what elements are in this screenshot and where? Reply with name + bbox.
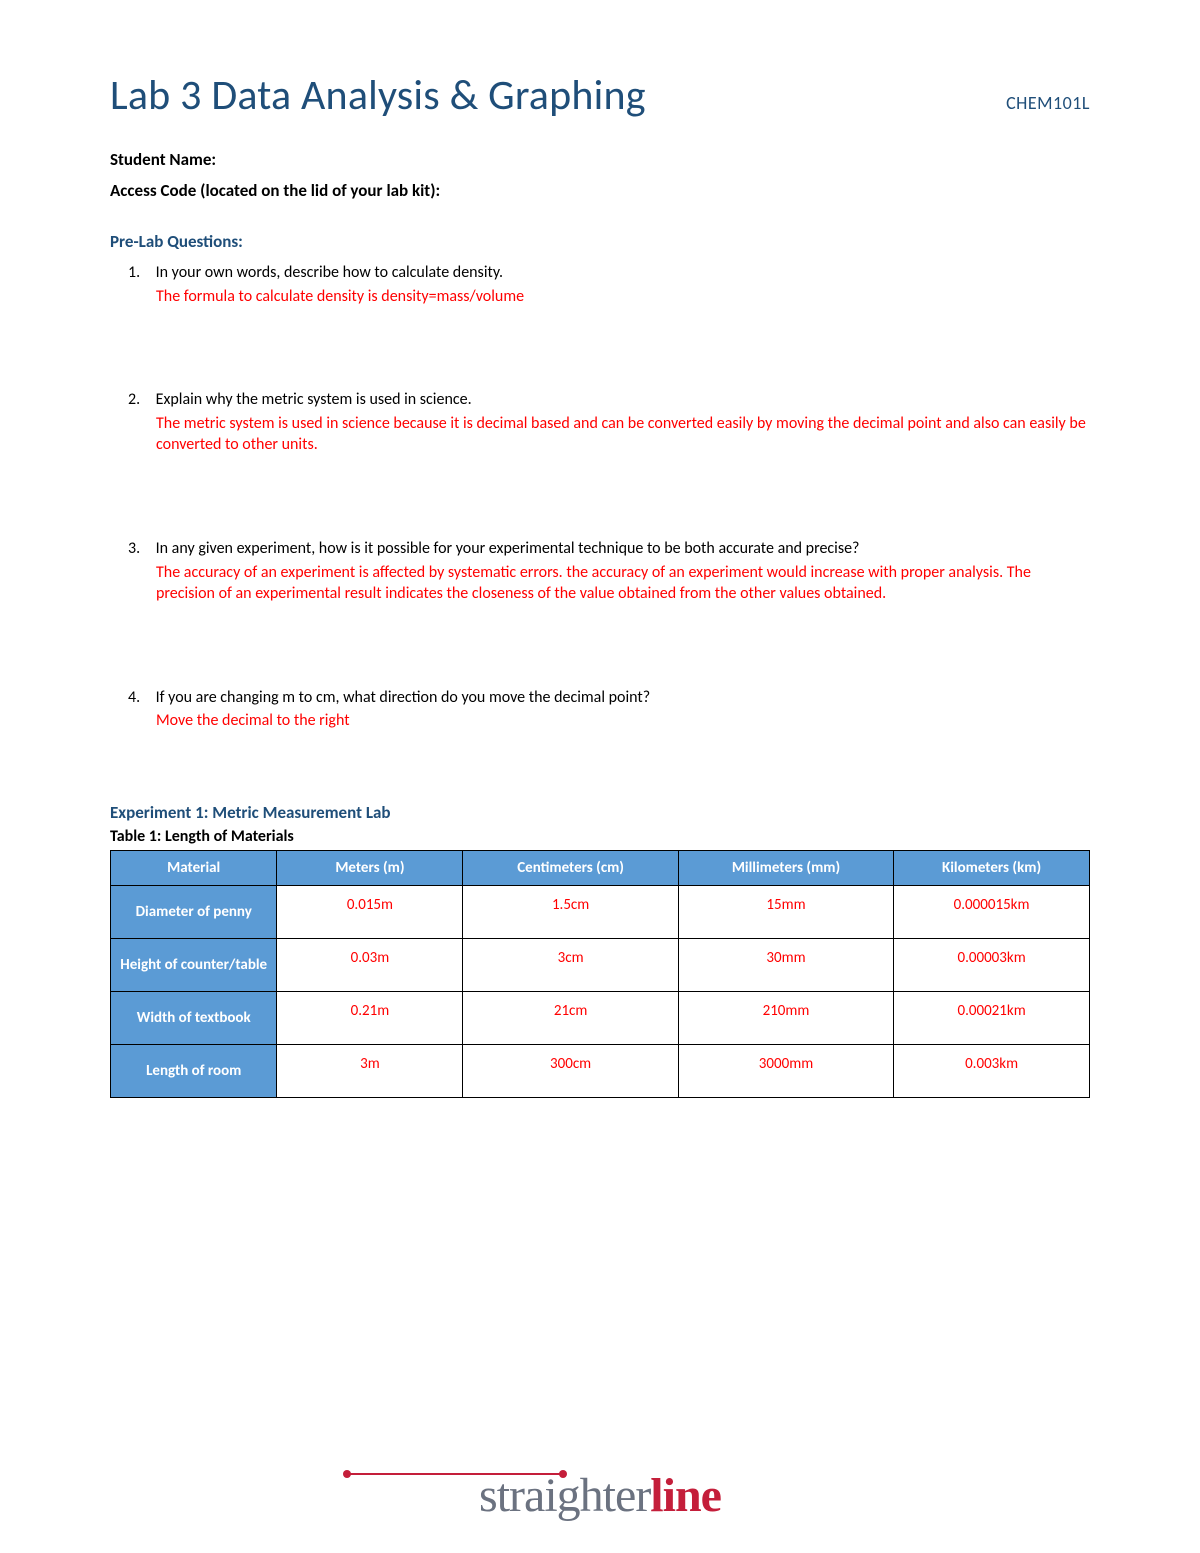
col-kilometers: Kilometers (km) — [894, 850, 1090, 885]
table-caption: Table 1: Length of Materials — [110, 827, 1090, 846]
logo-accent: line — [650, 1469, 721, 1522]
table-header-row: Material Meters (m) Centimeters (cm) Mil… — [111, 850, 1090, 885]
experiment-heading: Experiment 1: Metric Measurement Lab — [110, 802, 1090, 823]
q-answer: Move the decimal to the right — [156, 710, 1090, 732]
col-meters: Meters (m) — [277, 850, 463, 885]
row-head: Height of counter/table — [111, 938, 277, 991]
row-head: Length of room — [111, 1044, 277, 1097]
q-text: In any given experiment, how is it possi… — [156, 539, 860, 558]
q-text: If you are changing m to cm, what direct… — [156, 688, 651, 707]
footer-logo: straighterline — [0, 1468, 1200, 1523]
cell-mm: 15mm — [678, 885, 893, 938]
cell-km: 0.00021km — [894, 991, 1090, 1044]
col-centimeters: Centimeters (cm) — [463, 850, 678, 885]
question-2: 2. Explain why the metric system is used… — [156, 389, 1090, 456]
length-table: Material Meters (m) Centimeters (cm) Mil… — [110, 850, 1090, 1098]
logo-text: straighterline — [479, 1468, 721, 1523]
cell-m: 0.03m — [277, 938, 463, 991]
col-millimeters: Millimeters (mm) — [678, 850, 893, 885]
col-material: Material — [111, 850, 277, 885]
cell-cm: 300cm — [463, 1044, 678, 1097]
cell-km: 0.003km — [894, 1044, 1090, 1097]
row-head: Diameter of penny — [111, 885, 277, 938]
question-1: 1. In your own words, describe how to ca… — [156, 262, 1090, 307]
q-number: 2. — [128, 389, 152, 411]
cell-cm: 21cm — [463, 991, 678, 1044]
table-row: Width of textbook 0.21m 21cm 210mm 0.000… — [111, 991, 1090, 1044]
row-head: Width of textbook — [111, 991, 277, 1044]
cell-m: 0.015m — [277, 885, 463, 938]
q-answer: The formula to calculate density is dens… — [156, 286, 1090, 308]
page-title: Lab 3 Data Analysis & Graphing — [110, 70, 646, 121]
cell-m: 3m — [277, 1044, 463, 1097]
table-row: Diameter of penny 0.015m 1.5cm 15mm 0.00… — [111, 885, 1090, 938]
cell-mm: 30mm — [678, 938, 893, 991]
q-text: In your own words, describe how to calcu… — [156, 263, 503, 282]
page: Lab 3 Data Analysis & Graphing CHEM101L … — [0, 0, 1200, 1553]
question-4: 4. If you are changing m to cm, what dir… — [156, 687, 1090, 732]
q-number: 1. — [128, 262, 152, 284]
cell-km: 0.00003km — [894, 938, 1090, 991]
cell-cm: 3cm — [463, 938, 678, 991]
q-number: 3. — [128, 538, 152, 560]
question-list: 1. In your own words, describe how to ca… — [110, 262, 1090, 732]
question-3: 3. In any given experiment, how is it po… — [156, 538, 1090, 605]
cell-km: 0.000015km — [894, 885, 1090, 938]
q-text: Explain why the metric system is used in… — [156, 390, 472, 409]
q-answer: The metric system is used in science bec… — [156, 413, 1090, 456]
cell-mm: 3000mm — [678, 1044, 893, 1097]
prelab-heading: Pre-Lab Questions: — [110, 231, 1090, 252]
logo-bar-icon — [345, 1473, 565, 1475]
cell-m: 0.21m — [277, 991, 463, 1044]
table-row: Height of counter/table 0.03m 3cm 30mm 0… — [111, 938, 1090, 991]
course-code: CHEM101L — [1006, 92, 1090, 114]
student-name-label: Student Name: — [110, 149, 1090, 170]
cell-mm: 210mm — [678, 991, 893, 1044]
title-row: Lab 3 Data Analysis & Graphing CHEM101L — [110, 70, 1090, 121]
access-code-label: Access Code (located on the lid of your … — [110, 180, 1090, 201]
table-row: Length of room 3m 300cm 3000mm 0.003km — [111, 1044, 1090, 1097]
cell-cm: 1.5cm — [463, 885, 678, 938]
q-answer: The accuracy of an experiment is affecte… — [156, 562, 1090, 605]
q-number: 4. — [128, 687, 152, 709]
